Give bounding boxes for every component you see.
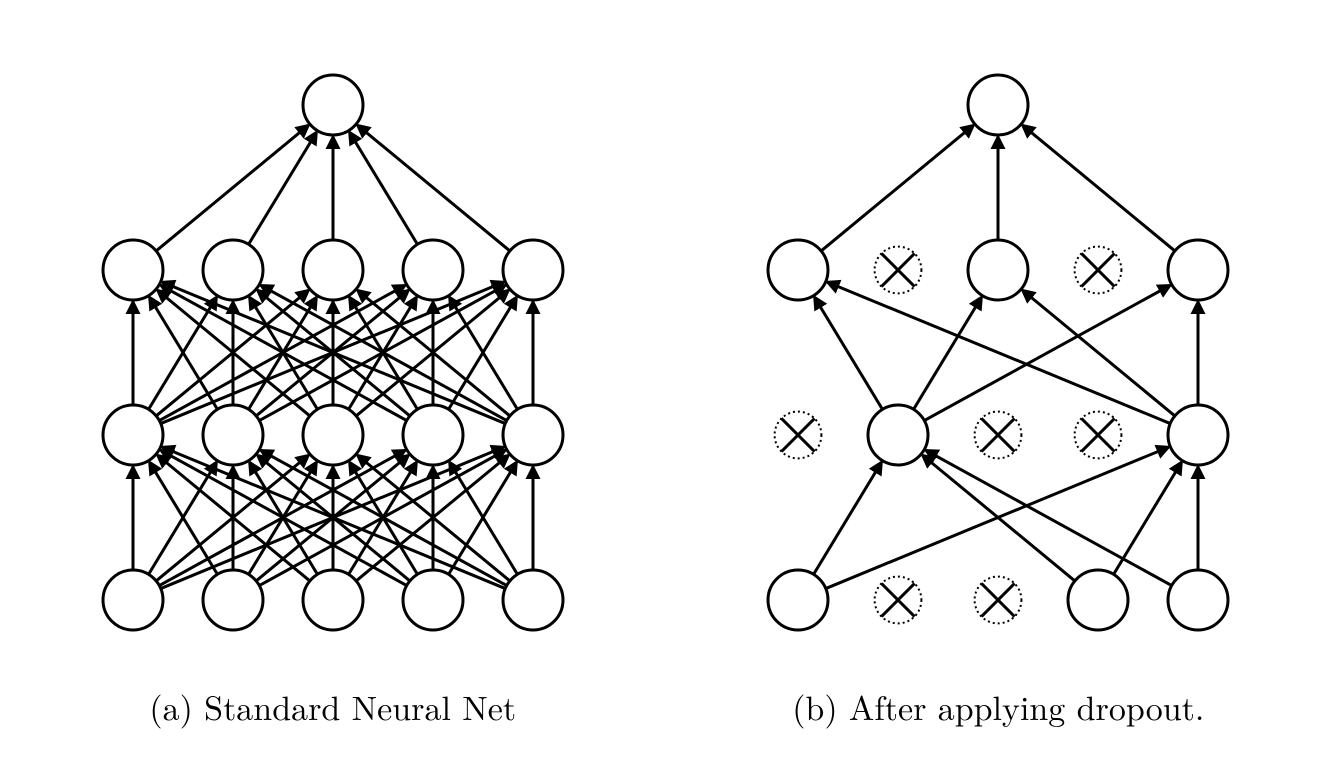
active-node: [968, 75, 1028, 135]
edges: [814, 125, 1198, 588]
active-node: [768, 570, 828, 630]
dropped-node: [975, 412, 1022, 459]
dropped-node: [1075, 412, 1122, 459]
active-node: [1168, 240, 1228, 300]
edge: [815, 297, 883, 409]
active-node: [968, 240, 1028, 300]
dropped-node: [875, 247, 922, 294]
dropped-node: [975, 577, 1022, 624]
edge: [914, 297, 982, 409]
figure-container: (a) Standard Neural Net (b) After applyi…: [0, 0, 1331, 730]
edge: [925, 285, 1171, 420]
caption-a: (a) Standard Neural Net: [149, 682, 516, 730]
active-node: [303, 570, 363, 630]
panel-b: (b) After applying dropout.: [718, 30, 1278, 730]
active-node: [203, 570, 263, 630]
active-node: [503, 570, 563, 630]
active-node: [768, 240, 828, 300]
panel-a: (a) Standard Neural Net: [53, 30, 613, 730]
dropped-node: [875, 577, 922, 624]
active-node: [403, 570, 463, 630]
edges: [133, 125, 533, 588]
active-node: [103, 405, 163, 465]
active-node: [203, 405, 263, 465]
active-node: [303, 75, 363, 135]
dropped-node: [1075, 247, 1122, 294]
active-node: [1068, 570, 1128, 630]
active-node: [403, 240, 463, 300]
network-diagram-a: [53, 30, 613, 670]
active-node: [303, 240, 363, 300]
edge: [1023, 125, 1175, 251]
network-diagram-b: [718, 30, 1278, 670]
active-node: [1168, 570, 1228, 630]
active-node: [1168, 405, 1228, 465]
active-node: [203, 240, 263, 300]
active-node: [403, 405, 463, 465]
active-node: [303, 405, 363, 465]
active-node: [503, 405, 563, 465]
edge: [248, 132, 316, 244]
caption-b: (b) After applying dropout.: [792, 682, 1204, 730]
active-node: [103, 570, 163, 630]
edge: [821, 125, 973, 251]
edge: [814, 462, 882, 574]
dropped-node: [775, 412, 822, 459]
edge: [156, 125, 308, 251]
active-node: [503, 240, 563, 300]
edge: [357, 125, 509, 251]
edge: [926, 450, 1172, 585]
active-node: [868, 405, 928, 465]
active-node: [103, 240, 163, 300]
edge: [349, 132, 417, 244]
